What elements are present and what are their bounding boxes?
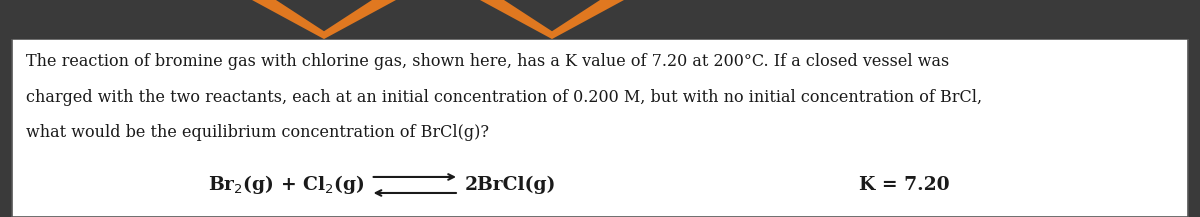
Polygon shape	[480, 0, 624, 39]
Text: The reaction of bromine gas with chlorine gas, shown here, has a K⁣ value of 7.2: The reaction of bromine gas with chlorin…	[26, 53, 949, 70]
Text: K = 7.20: K = 7.20	[859, 176, 949, 194]
Text: what would be the equilibrium concentration of BrCl(g)?: what would be the equilibrium concentrat…	[26, 125, 490, 141]
Text: 2BrCl(g): 2BrCl(g)	[464, 176, 556, 194]
Polygon shape	[252, 0, 396, 39]
Text: charged with the two reactants, each at an initial concentration of 0.200 M, but: charged with the two reactants, each at …	[26, 89, 983, 106]
Text: Br$_2$(g) + Cl$_2$(g): Br$_2$(g) + Cl$_2$(g)	[209, 173, 365, 196]
